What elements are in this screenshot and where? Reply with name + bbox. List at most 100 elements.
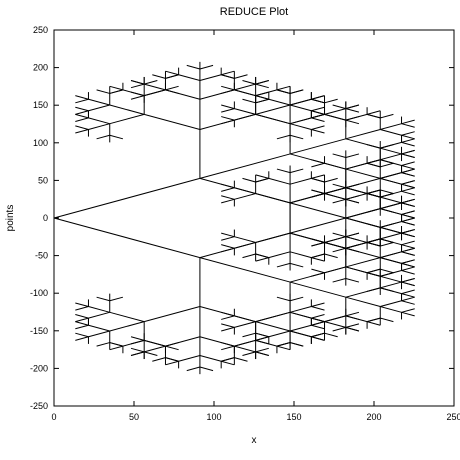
tree-branch [324, 187, 346, 195]
tree-branch [255, 113, 291, 125]
tree-branch [144, 351, 158, 356]
tree-branch [366, 241, 381, 247]
tree-branch [130, 95, 145, 100]
tree-branch [366, 193, 381, 198]
tree-branch [380, 141, 402, 149]
tree-branch [401, 240, 415, 246]
tree-branch [109, 89, 124, 94]
tree-branch [311, 110, 325, 115]
y-tick-label: 50 [38, 175, 48, 185]
tree-branch [311, 98, 325, 104]
tree-branch [311, 257, 325, 262]
tree-branch [366, 110, 381, 115]
tree-branch [401, 180, 415, 185]
tree-branch [255, 174, 269, 179]
tree-branch [130, 339, 145, 345]
tree-branch [221, 232, 235, 238]
tree-branch [380, 241, 394, 247]
tree-branch [289, 281, 346, 298]
tree-branch [221, 323, 235, 328]
tree-branch [311, 302, 325, 308]
tree-branch [311, 324, 325, 330]
tree-branch [268, 330, 291, 338]
tree-branch [221, 357, 235, 362]
tree-branch [401, 247, 415, 253]
tree-branch [401, 217, 415, 223]
tree-branch [401, 165, 415, 170]
tree-branch [75, 98, 89, 104]
tree-branch [345, 266, 368, 274]
tree-branch [234, 108, 256, 115]
tree-branch [199, 257, 291, 283]
tree-branch [242, 80, 256, 85]
tree-branch [345, 168, 381, 179]
y-tick-label: -150 [30, 326, 48, 336]
tree-branch [380, 208, 402, 215]
tree-branch [289, 177, 312, 185]
tree-branch [53, 217, 201, 259]
tree-branch [221, 326, 235, 332]
tree-branch [178, 354, 201, 362]
tree-branch [345, 311, 360, 317]
tree-branch [332, 183, 346, 189]
tree-branch [255, 321, 291, 332]
tree-branch [178, 74, 201, 82]
tree-branch [332, 247, 346, 253]
tree-branch [311, 268, 325, 274]
tree-branch [199, 64, 214, 70]
tree-branch [311, 162, 325, 168]
tree-branch [401, 198, 415, 204]
tree-branch [255, 95, 269, 100]
tree-branch [311, 306, 325, 311]
tree-branch [75, 125, 89, 130]
tree-branch [324, 321, 346, 328]
tree-branch [380, 159, 394, 164]
tree-branch [380, 147, 402, 155]
tree-branch [109, 342, 124, 347]
tree-branch [255, 351, 269, 356]
tree-branch [234, 345, 256, 353]
axis-ticks: 0 50 100 150 200 250 -250 -200 -150 -100 -50 0 50 100… [30, 25, 460, 422]
tree-branch [324, 177, 338, 183]
tree-branch [255, 83, 269, 89]
tree-branch [345, 138, 381, 149]
tree-branch [96, 296, 110, 302]
tree-branch [401, 281, 415, 287]
tree-branch [345, 119, 360, 125]
tree-branch [96, 89, 110, 94]
tree-branch [109, 85, 124, 91]
tree-branch [401, 270, 415, 275]
tree-branch [234, 339, 256, 347]
tree-branch [221, 108, 235, 113]
tree-branch [366, 321, 381, 326]
tree-branch [255, 257, 269, 262]
x-tick-label: 250 [446, 412, 460, 422]
tree-branch [401, 229, 415, 234]
tree-branch [186, 366, 201, 372]
tree-branch [289, 202, 346, 219]
tree-branch [221, 198, 235, 204]
tree-branch [221, 187, 235, 192]
y-tick-label: -200 [30, 363, 48, 373]
tree-branch [345, 153, 360, 158]
tree-branch [255, 104, 291, 115]
tree-branch [380, 221, 402, 228]
tree-branch [380, 306, 402, 313]
tree-branch [380, 172, 402, 179]
tree-branch [221, 342, 235, 347]
tree-branch [324, 332, 338, 338]
tree-branch [75, 336, 89, 341]
tree-branch [366, 189, 381, 195]
tree-branch [345, 116, 360, 121]
tree-branch [366, 317, 381, 323]
tree-branch [165, 85, 179, 91]
tree-branch [130, 347, 145, 353]
tree-branch [144, 89, 166, 97]
tree-branch [345, 187, 360, 192]
tree-branch [109, 345, 124, 351]
tree-branch [122, 89, 145, 97]
tree-branch [311, 117, 325, 122]
tree-branch [199, 366, 214, 372]
tree-branch [75, 128, 89, 134]
tree-branch [380, 257, 402, 264]
